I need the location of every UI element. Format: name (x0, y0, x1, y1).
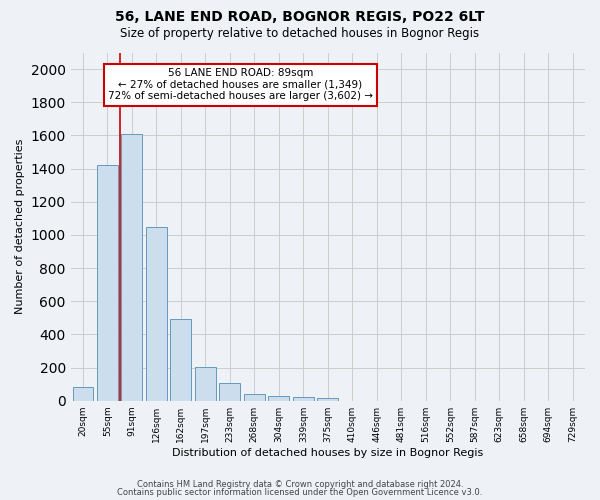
Text: Contains public sector information licensed under the Open Government Licence v3: Contains public sector information licen… (118, 488, 482, 497)
X-axis label: Distribution of detached houses by size in Bognor Regis: Distribution of detached houses by size … (172, 448, 484, 458)
Bar (121, 134, 142, 400)
Text: Size of property relative to detached houses in Bognor Regis: Size of property relative to detached ho… (121, 28, 479, 40)
Text: Contains HM Land Registry data © Crown copyright and database right 2024.: Contains HM Land Registry data © Crown c… (137, 480, 463, 489)
Bar (73, 386, 94, 400)
Bar (293, 398, 314, 400)
Bar (244, 394, 265, 400)
Y-axis label: Number of detached properties: Number of detached properties (15, 139, 25, 314)
Bar (97, 166, 118, 400)
Bar (220, 384, 240, 400)
Bar (268, 396, 289, 400)
Bar (317, 398, 338, 400)
Bar (146, 228, 167, 400)
Bar (170, 320, 191, 400)
Bar (195, 366, 216, 400)
Text: 56, LANE END ROAD, BOGNOR REGIS, PO22 6LT: 56, LANE END ROAD, BOGNOR REGIS, PO22 6L… (115, 10, 485, 24)
Text: 56 LANE END ROAD: 89sqm
← 27% of detached houses are smaller (1,349)
72% of semi: 56 LANE END ROAD: 89sqm ← 27% of detache… (108, 68, 373, 102)
